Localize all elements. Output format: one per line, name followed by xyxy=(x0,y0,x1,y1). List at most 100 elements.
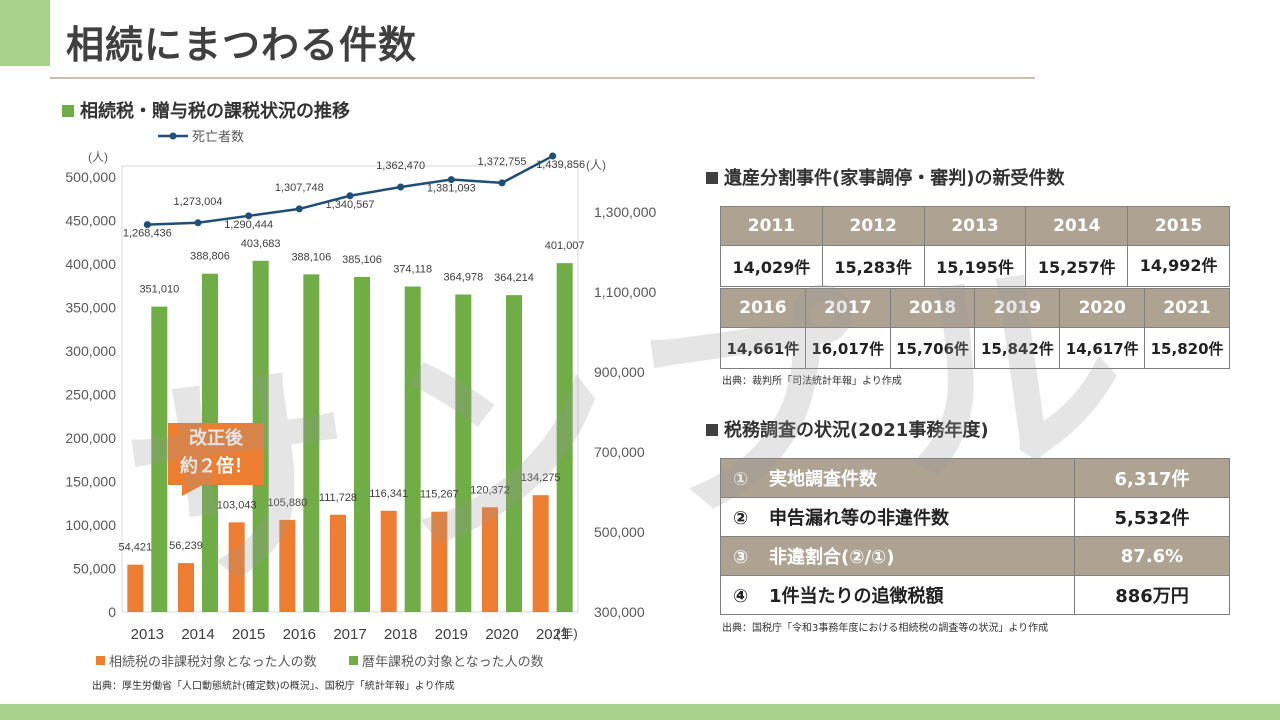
year-cell: 2018 xyxy=(889,288,976,328)
left-axis-unit: (人) xyxy=(88,150,108,164)
division-section-heading-text: 遺産分割事件(家事調停・審判)の新受件数 xyxy=(724,168,1065,189)
line-point-deaths xyxy=(447,176,455,184)
bar-nontaxable xyxy=(431,511,448,612)
line-data-label: 1,372,755 xyxy=(478,156,527,168)
row-label: 非違割合(②/①) xyxy=(769,547,895,568)
x-axis-tick-label: 2015 xyxy=(232,626,265,643)
division-table-row2: 2016 2017 2018 2019 2020 2021 14,661件 16… xyxy=(720,288,1230,369)
callout-line2: 約２倍！ xyxy=(180,456,252,477)
audit-label-cell: ③ 非違割合(②/①) xyxy=(720,536,1075,576)
row-number: ④ xyxy=(733,586,749,607)
count-cell: 14,029件 xyxy=(720,245,823,287)
x-axis-tick-label: 2014 xyxy=(181,626,214,643)
division-table-row1: 2011 2012 2013 2014 2015 14,029件 15,283件… xyxy=(720,206,1230,287)
division-source-note: 出典：裁判所「司法統計年報」より作成 xyxy=(722,376,902,387)
row-number: ② xyxy=(733,508,749,529)
year-cell: 2017 xyxy=(804,288,891,328)
footer-accent-bar xyxy=(0,704,1280,720)
audit-label-cell: ① 実地調査件数 xyxy=(720,458,1075,498)
year-cell: 2020 xyxy=(1059,288,1146,328)
left-axis-tick-label: 200,000 xyxy=(65,430,116,446)
left-axis-tick-label: 350,000 xyxy=(65,300,116,316)
right-axis-tick-label: 500,000 xyxy=(594,524,645,540)
row-label: 1件当たりの追徴税額 xyxy=(769,586,944,607)
bullet-square xyxy=(706,172,718,184)
bar-data-label: 56,239 xyxy=(169,540,203,552)
year-cell: 2013 xyxy=(923,206,1027,246)
legend-bar-swatch xyxy=(349,656,358,665)
year-cell: 2021 xyxy=(1144,288,1230,328)
line-data-label: 1,307,748 xyxy=(275,182,324,194)
bar-calendar-year-taxation xyxy=(455,294,472,612)
line-data-label: 1,273,004 xyxy=(174,196,223,208)
count-cell: 16,017件 xyxy=(804,327,891,369)
bar-nontaxable xyxy=(178,563,194,612)
bar-calendar-year-taxation xyxy=(354,276,370,612)
line-point-deaths xyxy=(194,219,202,227)
bar-data-label: 54,421 xyxy=(119,542,153,554)
left-axis-tick-label: 450,000 xyxy=(65,213,116,229)
count-cell: 14,992件 xyxy=(1127,245,1230,287)
bar-calendar-year-taxation xyxy=(556,263,573,612)
line-data-label: 1,381,093 xyxy=(427,183,476,195)
x-axis-unit: (年) xyxy=(556,626,578,641)
plot-area-frame xyxy=(121,165,579,613)
line-data-label: 1,439,856 xyxy=(536,159,585,171)
legend-bar-label: 相続税の非課税対象となった人の数 xyxy=(109,654,317,669)
line-point-deaths xyxy=(397,183,405,191)
x-axis-tick-label: 2013 xyxy=(131,626,164,643)
right-axis-unit: (人) xyxy=(586,158,606,172)
bar-data-label: 388,806 xyxy=(190,251,230,263)
year-cell: 2015 xyxy=(1127,206,1230,246)
division-section-heading: 遺産分割事件(家事調停・審判)の新受件数 xyxy=(706,164,1064,190)
line-data-label: 1,268,436 xyxy=(123,228,172,240)
table-row: ① 実地調査件数 6,317件 xyxy=(720,458,1230,498)
bar-nontaxable xyxy=(228,522,245,612)
audit-section-heading-text: 税務調査の状況(2021事務年度) xyxy=(724,420,989,441)
audit-value-cell: 5,532件 xyxy=(1074,497,1230,537)
count-cell: 15,842件 xyxy=(974,327,1061,369)
bar-nontaxable xyxy=(279,519,296,612)
callout-box: 改正後 約２倍！ xyxy=(168,423,264,485)
audit-value-cell: 6,317件 xyxy=(1074,458,1230,498)
bar-data-label: 134,275 xyxy=(521,472,561,484)
bar-data-label: 115,267 xyxy=(420,489,459,501)
line-point-deaths xyxy=(245,212,253,220)
bar-calendar-year-taxation xyxy=(151,306,168,612)
table-row: ④ 1件当たりの追徴税額 886万円 xyxy=(720,575,1230,615)
line-point-deaths xyxy=(346,192,354,200)
title-accent-bar xyxy=(0,0,50,66)
audit-value-cell: 87.6% xyxy=(1074,536,1230,576)
year-cell: 2011 xyxy=(720,206,823,246)
title-underline xyxy=(50,77,1035,79)
left-axis-tick-label: 300,000 xyxy=(65,343,116,359)
bar-data-label: 120,372 xyxy=(470,484,510,496)
x-axis-tick-label: 2018 xyxy=(384,626,417,643)
right-axis-tick-label: 700,000 xyxy=(594,444,645,460)
bar-data-label: 374,118 xyxy=(393,264,432,276)
audit-value-cell: 886万円 xyxy=(1074,575,1230,615)
count-cell: 14,617件 xyxy=(1059,327,1146,369)
right-axis-tick-label: 1,300,000 xyxy=(594,204,656,220)
count-cell: 15,283件 xyxy=(821,245,925,287)
bar-data-label: 364,978 xyxy=(443,271,483,283)
row-label: 実地調査件数 xyxy=(769,469,877,490)
count-cell: 15,820件 xyxy=(1144,327,1230,369)
x-axis-tick-label: 2019 xyxy=(435,626,468,643)
left-axis-tick-label: 100,000 xyxy=(65,517,116,533)
legend-bar-label: 暦年課税の対象となった人の数 xyxy=(362,654,544,669)
count-cell: 15,257件 xyxy=(1025,245,1129,287)
table-row: ③ 非違割合(②/①) 87.6% xyxy=(720,536,1230,576)
bar-calendar-year-taxation xyxy=(506,295,522,612)
bar-data-label: 116,341 xyxy=(369,488,408,500)
audit-label-cell: ④ 1件当たりの追徴税額 xyxy=(720,575,1075,615)
bullet-square xyxy=(706,424,718,436)
bar-nontaxable xyxy=(330,514,346,612)
audit-section-heading: 税務調査の状況(2021事務年度) xyxy=(706,416,989,442)
row-number: ① xyxy=(733,469,749,490)
tax-status-chart: 0 50,000 100,000 150,000 200,000 250,000 300,0… xyxy=(65,129,656,669)
legend-line-marker xyxy=(169,132,177,140)
bar-data-label: 401,007 xyxy=(545,240,585,252)
bar-data-label: 351,010 xyxy=(139,284,179,296)
legend-bar-swatch xyxy=(96,656,105,665)
